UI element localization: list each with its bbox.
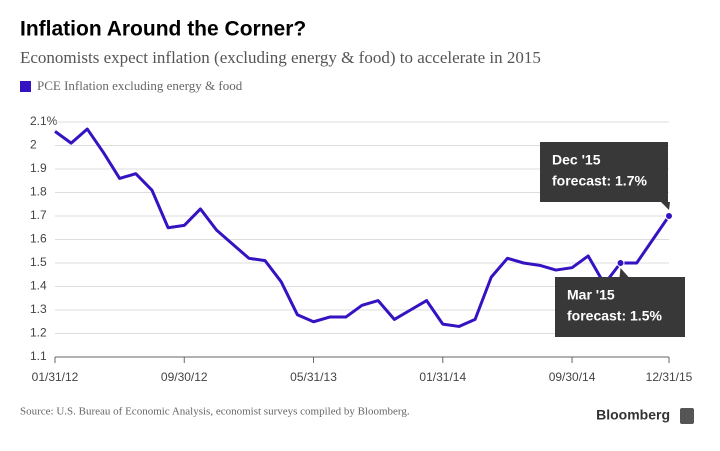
annotation-text: forecast: 1.5% [567, 308, 662, 324]
x-tick-label: 12/31/15 [646, 370, 693, 384]
annotation-box [540, 142, 668, 202]
annotation-text: forecast: 1.7% [552, 173, 647, 189]
y-tick-label: 1.3 [30, 302, 47, 316]
y-tick-label: 1.8 [30, 185, 47, 199]
y-tick-label: 1.5 [30, 255, 47, 269]
x-tick-label: 01/31/14 [419, 370, 466, 384]
brand: Bloomberg [596, 407, 670, 423]
y-tick-label: 1.6 [30, 232, 47, 246]
y-tick-label: 1.1 [30, 349, 47, 363]
source: Source: U.S. Bureau of Economic Analysis… [20, 406, 410, 418]
legend-label: PCE Inflation excluding energy & food [37, 78, 243, 93]
annotation-marker [665, 212, 673, 220]
annotation-pointer [661, 202, 670, 210]
annotation-pointer [619, 268, 629, 277]
y-tick-label: 1.2 [30, 326, 47, 340]
chart-subtitle: Economists expect inflation (excluding e… [20, 48, 541, 67]
legend-swatch [20, 81, 31, 92]
data-line [54, 127, 671, 328]
annotation-text: Dec '15 [552, 152, 601, 168]
brand-icon [680, 408, 694, 424]
x-tick-label: 01/31/12 [32, 370, 79, 384]
annotation-text: Mar '15 [567, 287, 615, 303]
x-tick-label: 09/30/12 [161, 370, 208, 384]
x-tick-label: 05/31/13 [290, 370, 337, 384]
chart-title: Inflation Around the Corner? [20, 18, 306, 41]
y-tick-label: 1.9 [30, 161, 47, 175]
y-tick-label: 1.7 [30, 208, 47, 222]
y-tick-label: 1.4 [30, 279, 47, 293]
annotation-box [555, 277, 685, 337]
y-tick-label: 2 [30, 138, 37, 152]
annotation-marker [616, 259, 625, 267]
y-tick-label: 2.1% [30, 114, 58, 128]
x-tick-label: 09/30/14 [549, 370, 596, 384]
